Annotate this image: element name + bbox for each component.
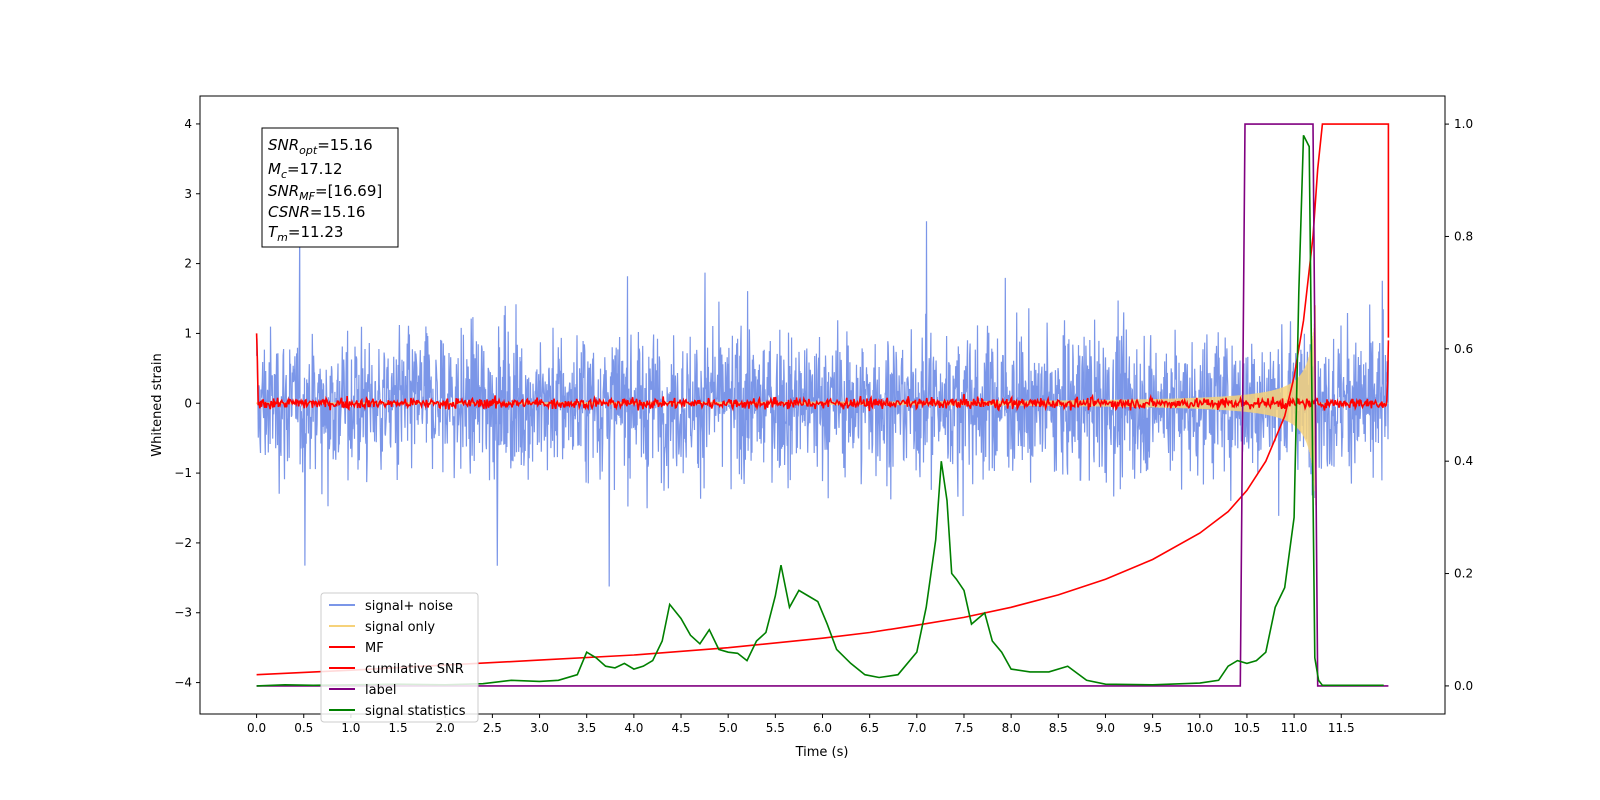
info-tm: Tm=11.23: [268, 223, 343, 244]
series-signal-plus-noise: [256, 221, 1389, 587]
right-y-tick-label: 1.0: [1454, 117, 1473, 131]
x-tick-label: 4.5: [671, 721, 690, 735]
legend-label: signal only: [365, 620, 435, 635]
y-tick-label: −2: [174, 536, 192, 550]
x-tick-label: 5.5: [766, 721, 785, 735]
info-csnr-value: =15.16: [310, 203, 366, 221]
y-tick-label: −4: [174, 676, 192, 690]
x-tick-label: 1.5: [389, 721, 408, 735]
info-tm-value: =11.23: [288, 223, 344, 241]
right-y-tick-label: 0.2: [1454, 567, 1473, 581]
y-tick-label: 2: [184, 257, 192, 271]
x-tick-label: 0.5: [294, 721, 313, 735]
legend-box: [320, 592, 479, 723]
x-tick-label: 6.5: [860, 721, 879, 735]
x-tick-label: 2.0: [436, 721, 455, 735]
x-axis-ticks: 0.0 0.5 1.0 1.5 2.0 2.5 3.0 3.5 4.0 4.5 5.0 5.5 6.0 6…: [247, 714, 1355, 735]
info-snr-mf: SNRMF=[16.69]: [268, 182, 382, 203]
series-mf: [255, 333, 1390, 412]
x-tick-label: 6.0: [813, 721, 832, 735]
info-csnr: CSNR=15.16: [268, 203, 365, 221]
legend-label: signal+ noise: [365, 599, 453, 614]
legend: signal+ noise signal only MF cumilative SNR…: [320, 592, 479, 723]
x-tick-label: 8.0: [1002, 721, 1021, 735]
info-box: SNRopt=15.16 Mc=17.12 SNRMF=[16.69] CSNR…: [261, 127, 399, 248]
right-y-tick-label: 0.0: [1454, 679, 1473, 693]
x-tick-label: 9.5: [1143, 721, 1162, 735]
x-tick-label: 4.0: [624, 721, 643, 735]
x-tick-label: 11.0: [1281, 721, 1308, 735]
x-tick-label: 8.5: [1049, 721, 1068, 735]
right-y-axis-ticks: 0.0 0.2 0.4 0.6 0.8 1.0: [1445, 117, 1473, 693]
x-tick-label: 9.0: [1096, 721, 1115, 735]
x-tick-label: 1.0: [341, 721, 360, 735]
y-tick-label: 1: [184, 326, 192, 340]
y-tick-label: −3: [174, 606, 192, 620]
legend-label: signal statistics: [365, 704, 466, 719]
info-snr-opt: SNRopt=15.16: [268, 136, 373, 157]
x-tick-label: 10.5: [1234, 721, 1261, 735]
plot-area: [255, 123, 1390, 687]
legend-label: label: [365, 683, 396, 698]
y-tick-label: 3: [184, 187, 192, 201]
y-tick-label: 4: [184, 117, 192, 131]
x-tick-label: 7.0: [907, 721, 926, 735]
right-y-tick-label: 0.4: [1454, 454, 1473, 468]
series-signal-statistics: [256, 134, 1384, 687]
x-tick-label: 7.5: [954, 721, 973, 735]
x-tick-label: 11.5: [1328, 721, 1355, 735]
legend-label: MF: [365, 641, 384, 656]
x-tick-label: 5.0: [719, 721, 738, 735]
info-snr-mf-value: =[16.69]: [315, 182, 382, 200]
y-tick-label: −1: [174, 466, 192, 480]
y-tick-label: 0: [184, 396, 192, 410]
x-axis-label: Time (s): [795, 745, 849, 760]
x-tick-label: 3.0: [530, 721, 549, 735]
legend-label: cumilative SNR: [365, 662, 464, 677]
info-mc-value: =17.12: [287, 160, 343, 178]
info-mc: Mc=17.12: [268, 160, 343, 181]
y-axis-ticks: −4 −3 −2 −1 0 1 2 3 4: [174, 117, 200, 690]
x-tick-label: 2.5: [483, 721, 502, 735]
info-snr-opt-value: =15.16: [317, 136, 373, 154]
right-y-tick-label: 0.8: [1454, 229, 1473, 243]
x-tick-label: 10.0: [1186, 721, 1213, 735]
x-tick-label: 0.0: [247, 721, 266, 735]
y-axis-label: Whitened strain: [150, 353, 165, 456]
x-tick-label: 3.5: [577, 721, 596, 735]
right-y-tick-label: 0.6: [1454, 342, 1473, 356]
